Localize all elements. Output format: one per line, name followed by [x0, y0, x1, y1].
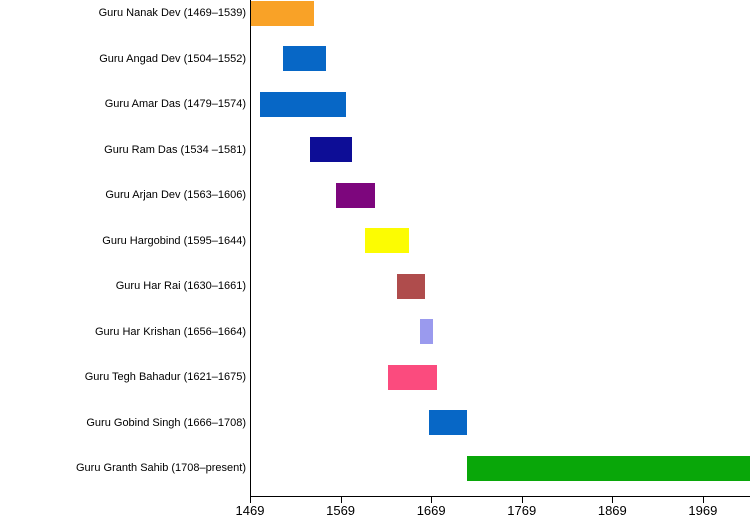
timeline-bar: [251, 0, 315, 26]
timeline-bar: [388, 364, 438, 390]
row-label: Guru Gobind Singh (1666–1708): [86, 416, 246, 429]
timeline-bar: [282, 46, 327, 71]
timeline-bar: [429, 410, 468, 435]
timeline-bar: [396, 273, 425, 299]
timeline-bar: [364, 228, 410, 253]
plot-area: [250, 0, 750, 497]
x-axis-tick-label: 1769: [507, 503, 537, 518]
row-label: Guru Tegh Bahadur (1621–1675): [84, 371, 246, 383]
x-axis-tick-label: 1669: [416, 503, 446, 518]
row-label: Guru Nanak Dev (1469–1539): [98, 7, 246, 19]
timeline-bar: [309, 137, 353, 162]
row-label: Guru Arjan Dev (1563–1606): [105, 189, 246, 201]
x-axis-tick-label: 1569: [326, 503, 356, 518]
row-label: Guru Angad Dev (1504–1552): [99, 52, 246, 65]
timeline-bar: [335, 182, 375, 208]
row-label: Guru Amar Das (1479–1574): [104, 98, 246, 110]
x-axis-tick: [250, 497, 251, 503]
x-axis: 1469 1569 1669 1769 1869 1969: [236, 497, 750, 520]
x-axis-tick-label: 1969: [688, 503, 718, 518]
row-label: Guru Hargobind (1595–1644): [102, 234, 246, 247]
row-label: Guru Har Rai (1630–1661): [115, 280, 246, 292]
x-axis-tick: [702, 497, 704, 503]
row-label: Guru Har Krishan (1656–1664): [94, 325, 246, 338]
x-axis-tick: [340, 497, 342, 503]
x-axis-tick: [431, 497, 433, 503]
timeline-bar: [420, 319, 434, 344]
x-axis-tick-label: 1869: [597, 503, 627, 518]
x-axis-tick: [521, 497, 523, 503]
timeline-bar: [467, 455, 750, 481]
row-label: Guru Granth Sahib (1708–present): [76, 462, 246, 474]
timeline-bar: [260, 91, 346, 117]
row-labels: Guru Nanak Dev (1469–1539) Guru Angad Dev…: [0, 0, 246, 497]
row-label: Guru Ram Das (1534 –1581): [104, 143, 246, 156]
x-axis-tick-label: 1469: [235, 503, 265, 518]
x-axis-tick: [612, 497, 614, 503]
